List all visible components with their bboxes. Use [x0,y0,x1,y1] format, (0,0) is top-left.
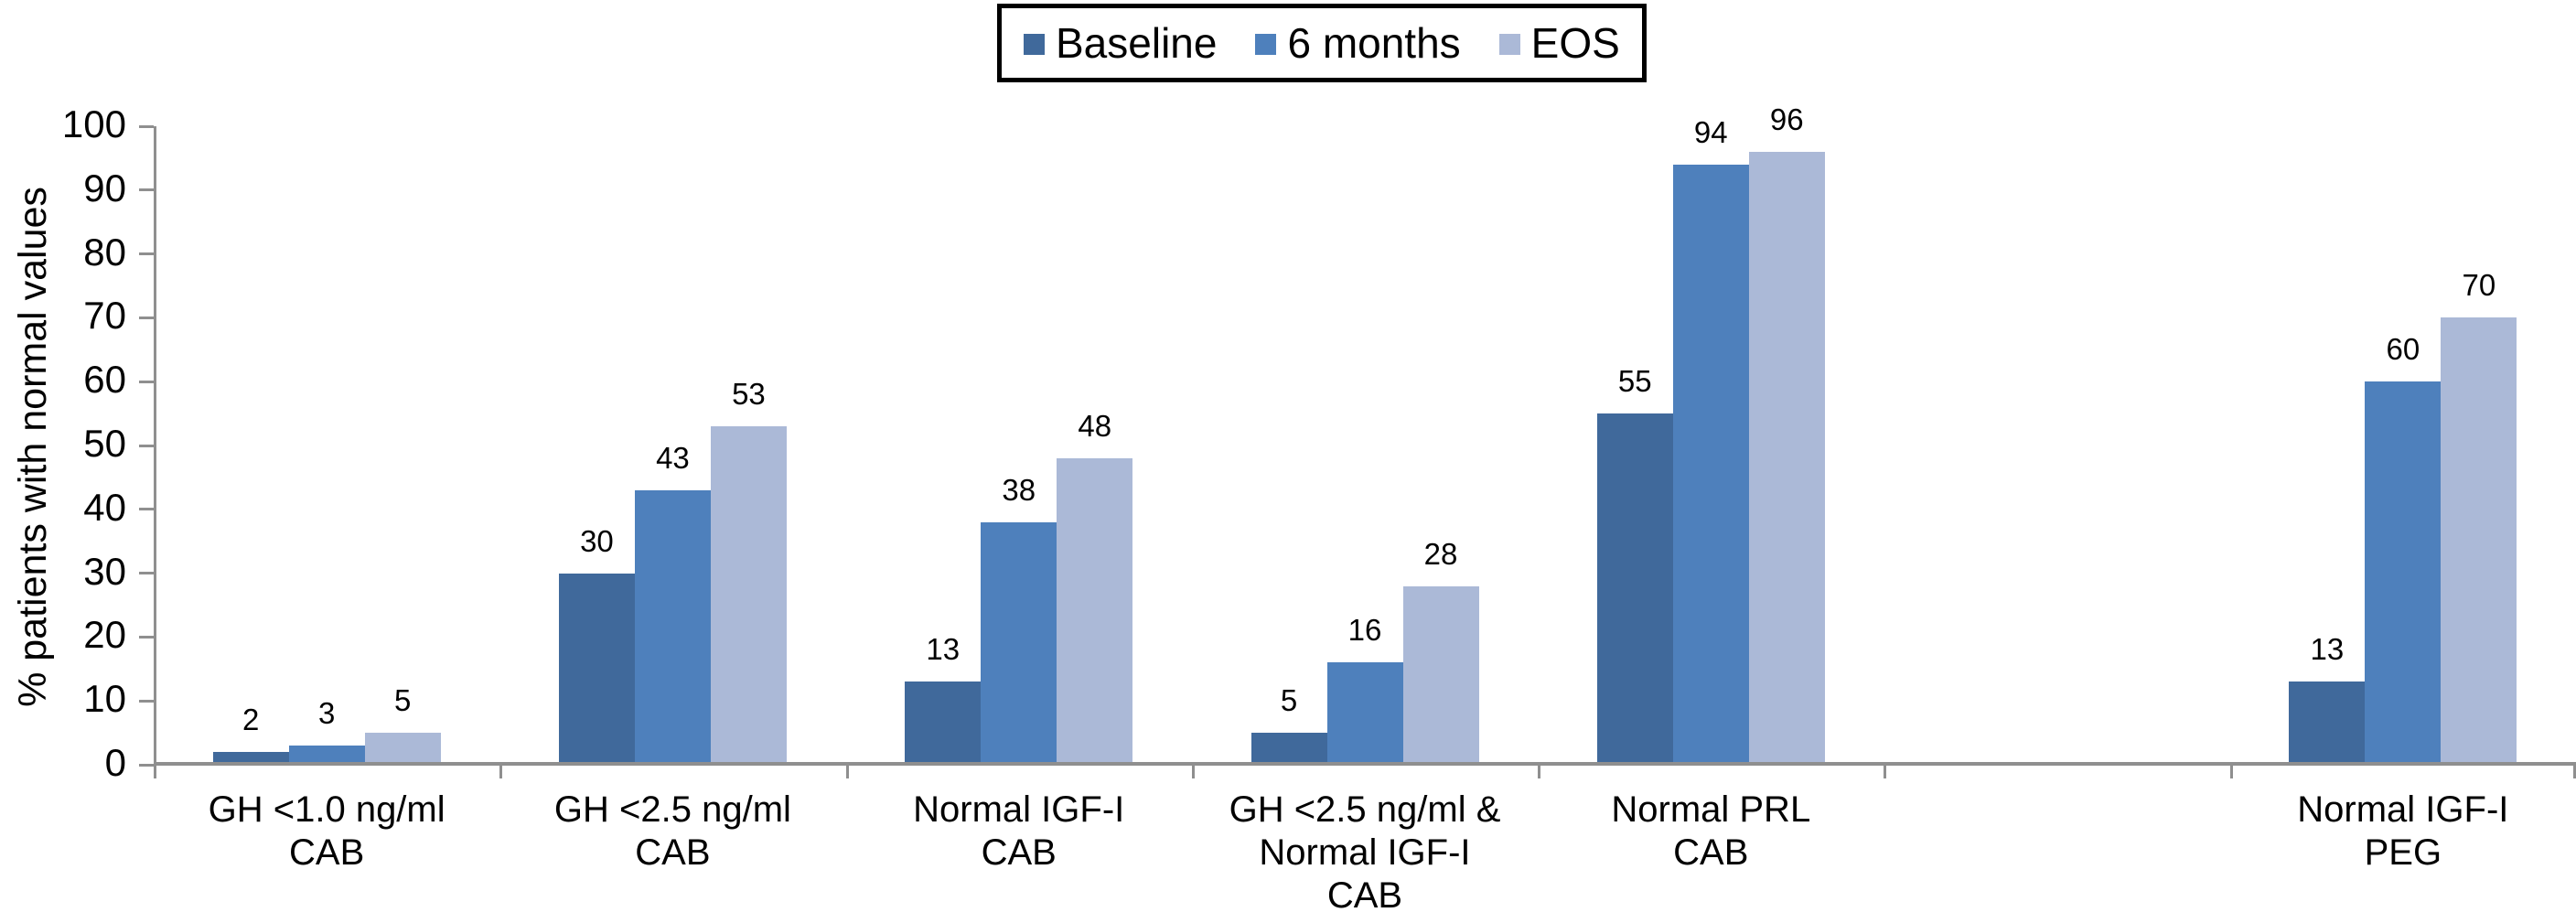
y-axis-tick [139,444,154,447]
y-axis-tick-label: 70 [83,294,126,338]
y-axis-tick [139,572,154,575]
bar-6-months-gh-1-0-ng-ml-cab [288,746,365,765]
bar-value-label: 60 [2386,332,2420,367]
x-category-label-line: CAB [1673,832,1749,873]
x-axis-tick [845,766,849,778]
bar-eos-normal-prl-cab [1748,151,1825,765]
y-axis-line [154,126,156,778]
y-axis-tick-label: 0 [104,741,126,784]
legend-item-eos: EOS [1498,19,1620,67]
legend: Baseline 6 months EOS [997,4,1647,82]
bar-value-label: 38 [1002,472,1036,507]
x-category-label-line: GH <2.5 ng/ml & [1229,789,1501,830]
bar-value-label: 2 [242,703,260,737]
x-category-label-line: CAB [289,832,365,873]
bar-eos-gh-2-5-ng-ml-normal-igf-i-cab [1402,585,1479,765]
x-category-label: GH <2.5 ng/ml CAB [499,789,845,875]
y-axis-tick [139,188,154,192]
legend-label-eos: EOS [1530,19,1620,67]
x-axis-tick [2573,766,2576,778]
y-axis-tick-label: 80 [83,230,126,274]
x-category-label: GH <2.5 ng/ml & Normal IGF-I CAB [1192,789,1538,918]
bar-value-label: 48 [1078,408,1112,443]
bar-eos-normal-igf-i-peg [2441,317,2517,765]
bar-value-label: 43 [656,440,690,475]
legend-swatch-icon [1498,33,1520,55]
y-axis-tick [139,635,154,639]
bar-eos-gh-1-0-ng-ml-cab [364,733,441,765]
x-category-label-line: GH <2.5 ng/ml [553,789,791,830]
x-category-label-line: Normal PRL [1611,789,1811,830]
x-axis-tick [499,766,503,778]
bar-value-label: 70 [2462,268,2496,303]
x-axis-tick [1191,766,1195,778]
bar-value-label: 53 [732,377,766,412]
y-axis-tick-label: 20 [83,613,126,657]
y-axis-tick-label: 100 [61,102,126,145]
x-category-label-line: Normal IGF-I [2297,789,2509,830]
x-category-label: GH <1.0 ng/ml CAB [154,789,499,875]
y-axis-tick-label: 10 [83,677,126,721]
x-category-label-line: PEG [2364,832,2442,873]
legend-swatch-icon [1024,33,1045,55]
y-axis-tick [139,252,154,256]
x-category-label: Normal PRL CAB [1538,789,1884,875]
x-axis-tick [1884,766,1887,778]
bar-eos-normal-igf-i-cab [1057,457,1133,765]
bar-6-months-gh-2-5-ng-ml-cab [634,489,711,765]
bar-6-months-normal-igf-i-cab [981,521,1057,765]
bar-value-label: 5 [1280,683,1298,718]
legend-item-6-months: 6 months [1255,19,1461,67]
y-axis-tick [139,508,154,511]
x-axis-tick [1538,766,1541,778]
legend-label-6-months: 6 months [1287,19,1461,67]
legend-item-baseline: Baseline [1024,22,1217,64]
y-axis-tick [139,124,154,128]
bar-value-label: 5 [393,683,412,718]
bar-6-months-normal-igf-i-peg [2365,381,2442,765]
bar-value-label: 94 [1693,114,1728,149]
x-category-label-line: CAB [1326,875,1403,916]
y-axis-tick [139,699,154,703]
bar-baseline-gh-2-5-ng-ml-normal-igf-i-cab [1250,733,1327,765]
bar-baseline-normal-igf-i-cab [905,682,982,765]
y-axis-tick [139,380,154,383]
bar-value-label: 3 [317,696,336,731]
bar-baseline-gh-2-5-ng-ml-cab [558,573,635,765]
bar-value-label: 13 [2310,632,2345,667]
x-category-label-line: GH <1.0 ng/ml [208,789,445,830]
y-axis-tick-label: 30 [83,549,126,593]
bar-baseline-normal-prl-cab [1596,413,1673,765]
bar-value-label: 96 [1769,102,1804,136]
bar-baseline-gh-1-0-ng-ml-cab [212,752,289,765]
bar-value-label: 30 [580,523,614,558]
bar-value-label: 55 [1617,364,1652,399]
y-axis-tick [139,763,154,767]
x-category-label-line: CAB [981,832,1057,873]
y-axis-tick-label: 90 [83,166,126,209]
x-category-label-line: Normal IGF-I [1259,832,1471,873]
bar-baseline-normal-igf-i-peg [2289,682,2366,765]
x-category-label-line: Normal IGF-I [913,789,1125,830]
y-axis-tick-label: 60 [83,358,126,402]
y-axis-tick [139,316,154,319]
bar-value-label: 16 [1347,613,1382,648]
x-axis-line [154,762,2576,766]
x-category-label: Normal IGF-I PEG [2230,789,2576,875]
bar-6-months-normal-prl-cab [1672,164,1749,765]
x-category-label: Normal IGF-I CAB [846,789,1192,875]
bar-eos-gh-2-5-ng-ml-cab [710,426,787,765]
bar-6-months-gh-2-5-ng-ml-normal-igf-i-cab [1326,662,1403,765]
bar-value-label: 13 [926,632,961,667]
legend-swatch-icon [1255,33,1277,55]
y-axis-tick-label: 40 [83,485,126,529]
x-axis-tick [2229,766,2233,778]
x-category-label-line: CAB [635,832,711,873]
legend-label-baseline: Baseline [1056,19,1218,67]
y-axis-tick-label: 50 [83,422,126,465]
bar-value-label: 28 [1423,536,1458,571]
